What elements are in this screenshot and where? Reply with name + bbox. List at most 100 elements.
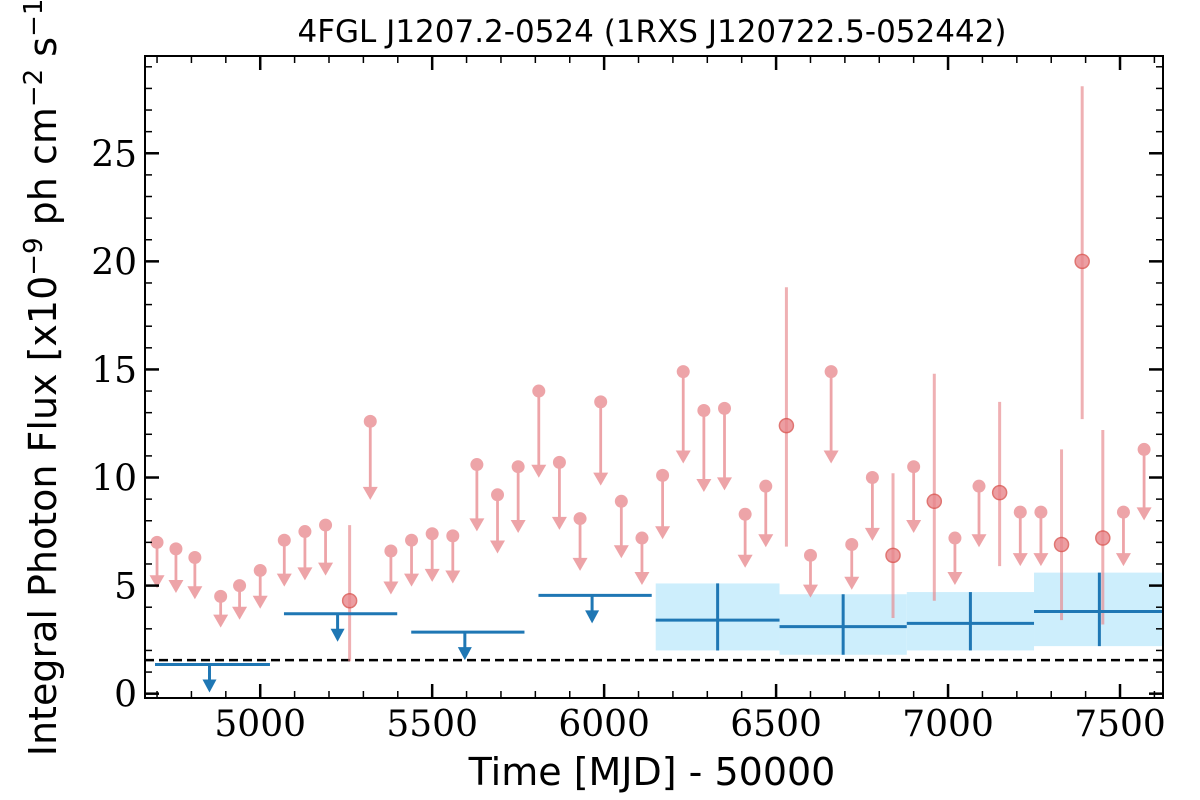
fine-upper-limit — [187, 550, 203, 600]
fine-upper-limit — [758, 479, 774, 548]
fine-upper-limit-arrow — [613, 545, 629, 559]
fine-upper-limit — [424, 527, 440, 582]
fine-upper-limit-arrow — [1012, 553, 1028, 567]
fine-upper-limit-arrow — [252, 595, 268, 609]
y-axis-label: Integral Photon Flux [x10−9 ph cm−2 s−1] — [19, 0, 65, 756]
y-tick-label: 5 — [114, 567, 137, 608]
fine-detection-marker — [341, 592, 358, 609]
fine-upper-limit-arrow — [947, 572, 963, 586]
x-tick-label: 5500 — [386, 704, 478, 745]
fine-upper-limit — [593, 395, 609, 486]
chart-title: 4FGL J1207.2-0524 (1RXS J120722.5-052442… — [297, 14, 1006, 50]
fine-upper-limit-arrow — [696, 478, 712, 492]
fine-upper-limit-arrow — [572, 557, 588, 571]
fine-upper-limit — [1033, 505, 1049, 567]
x-tick-label: 5000 — [214, 704, 306, 745]
coarse-upper-limit — [155, 662, 270, 693]
coarse-detection — [906, 592, 1035, 651]
fine-upper-limit — [947, 531, 963, 586]
fine-detection-marker — [1053, 536, 1070, 553]
fine-upper-limit — [572, 512, 588, 571]
fine-upper-limit — [906, 460, 922, 533]
fine-upper-limit — [469, 458, 485, 532]
fine-detection-marker — [1095, 530, 1111, 546]
fine-upper-limit-arrow — [213, 614, 229, 628]
fine-detection — [341, 525, 358, 662]
coarse-upper-limit-arrow — [330, 628, 345, 642]
fine-upper-limit — [675, 365, 691, 464]
fine-upper-limit — [318, 518, 334, 576]
fine-detection-marker — [1074, 253, 1090, 270]
fine-upper-limit-arrow — [655, 526, 671, 540]
fine-upper-limit-arrow — [232, 606, 248, 620]
fine-upper-limit — [149, 535, 165, 589]
fine-upper-limit — [696, 404, 712, 492]
fine-upper-limit-arrow — [675, 450, 691, 464]
y-axis-label-part: ph cm — [21, 107, 65, 237]
coarse-bin-bands — [655, 572, 1163, 655]
fine-upper-limit-arrow — [593, 472, 609, 486]
fine-upper-limit — [634, 531, 650, 586]
fine-upper-limit-arrow — [634, 572, 650, 586]
fine-upper-limit-arrow — [844, 576, 860, 590]
fine-upper-limit — [531, 384, 547, 478]
coarse-upper-limit-arrow — [202, 679, 217, 693]
coarse-upper-limit — [411, 630, 525, 661]
coarse-upper-limit — [538, 593, 652, 624]
fine-detection — [778, 287, 795, 547]
fine-upper-limit-arrow — [383, 581, 399, 595]
fine-upper-limit — [383, 544, 399, 595]
coarse-detection — [655, 583, 780, 651]
fine-upper-limit — [252, 563, 268, 609]
y-tick-label: 20 — [91, 242, 137, 283]
fine-detection — [926, 373, 943, 601]
fine-upper-limit — [551, 455, 567, 530]
fine-upper-limit-arrow — [1115, 553, 1131, 567]
fine-upper-limit-arrow — [758, 534, 774, 548]
fine-upper-limit — [1115, 505, 1131, 567]
x-tick-label: 6500 — [730, 704, 822, 745]
fine-upper-limit-arrow — [149, 575, 165, 589]
fine-upper-limit-arrow — [276, 573, 292, 587]
coarse-upper-limit-arrow — [585, 610, 600, 624]
coarse-upper-limit — [283, 612, 398, 642]
fine-detection-marker — [926, 493, 943, 510]
fine-upper-limit-arrow — [551, 516, 567, 530]
y-axis-label-part: Integral Photon Flux [x10 — [21, 276, 65, 757]
coarse-upper-limit-arrow — [457, 647, 472, 661]
fine-upper-limit-arrow — [971, 534, 987, 548]
fine-upper-limit-arrow — [297, 567, 313, 581]
fine-upper-limit-arrow — [187, 586, 203, 600]
fine-upper-limit — [737, 507, 753, 568]
fine-upper-limit-arrow — [823, 450, 839, 464]
y-axis-label-part: s — [21, 37, 65, 69]
fine-upper-limit-arrow — [802, 584, 818, 598]
fine-upper-limit — [213, 589, 229, 628]
fine-upper-limit-arrow — [469, 518, 485, 532]
fine-upper-limit — [297, 525, 313, 581]
fine-upper-limit-arrow — [510, 519, 526, 533]
y-tick-label: 0 — [114, 675, 137, 716]
fine-upper-limit — [823, 365, 839, 464]
fine-upper-limit — [490, 488, 506, 554]
fine-detection-marker — [778, 417, 795, 434]
fine-detection-marker — [991, 484, 1008, 501]
fine-upper-limit-arrow — [717, 477, 733, 491]
fine-upper-limit — [404, 533, 420, 587]
fine-detection — [991, 401, 1008, 567]
y-tick-label: 10 — [91, 459, 137, 500]
fine-upper-limit — [510, 460, 526, 533]
fine-upper-limit-arrow — [490, 540, 506, 554]
fine-upper-limit — [864, 471, 880, 541]
fine-upper-limit-arrow — [404, 573, 420, 587]
fine-upper-limit-arrow — [445, 570, 461, 584]
x-tick-label: 7000 — [902, 704, 994, 745]
y-axis-label-exp-3: −1 — [19, 0, 49, 37]
fine-upper-limit — [232, 579, 248, 620]
fine-upper-limit — [717, 401, 733, 491]
y-axis-label-exp-2: −2 — [19, 69, 49, 107]
fine-upper-limit-arrow — [318, 562, 334, 576]
fine-upper-limit-arrow — [531, 464, 547, 478]
fine-upper-limit-arrow — [864, 527, 880, 541]
fine-upper-limit — [971, 479, 987, 548]
